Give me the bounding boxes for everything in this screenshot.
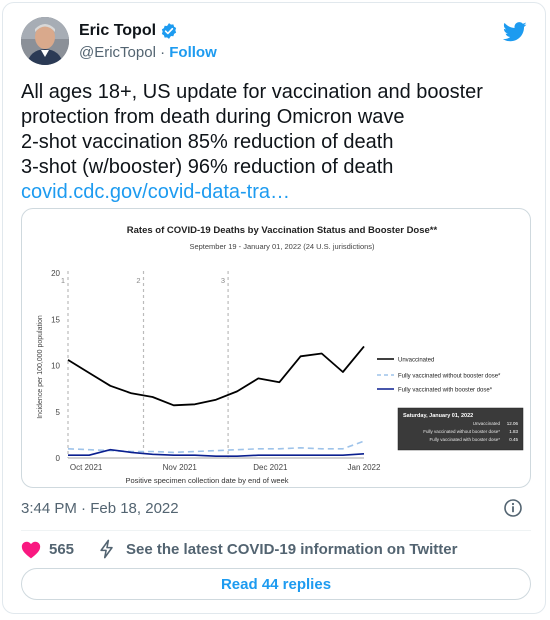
handle-row: @EricTopol · Follow: [79, 44, 217, 61]
deaths-chart: Rates of COVID-19 Deaths by Vaccination …: [37, 225, 524, 485]
chart-card[interactable]: Rates of COVID-19 Deaths by Vaccination …: [21, 208, 531, 488]
avatar-image: [21, 17, 69, 65]
tweet-link[interactable]: covid.cdc.gov/covid-data-tra…: [21, 181, 291, 203]
action-bar: 565 See the latest COVID-19 information …: [21, 538, 457, 560]
tweet-line: All ages 18+, US update for vaccination …: [21, 81, 483, 103]
chart-ylabel: Incidence per 100,000 population: [37, 315, 44, 419]
lightning-icon: [100, 539, 113, 559]
read-replies-button[interactable]: Read 44 replies: [21, 568, 531, 600]
heart-icon[interactable]: [21, 540, 41, 559]
x-tick-label: Nov 2021: [163, 463, 198, 472]
x-tick-label: Oct 2021: [70, 463, 103, 472]
tweet-line: 3-shot (w/booster) 96% reduction of deat…: [21, 156, 394, 178]
tooltip-title: Saturday, January 01, 2022: [403, 413, 473, 419]
tooltip-row-label: Fully vaccinated with booster dose*: [429, 437, 500, 442]
tooltip-row-label: Fully vaccinated without booster dose*: [423, 429, 500, 434]
info-icon[interactable]: [503, 498, 523, 518]
chart-lines: [67, 345, 365, 457]
separator: ·: [160, 44, 166, 61]
tooltip-row-value: 0.45: [509, 437, 518, 442]
chart-subtitle: September 19 - January 01, 2022 (24 U.S.…: [189, 242, 375, 251]
chart-xlabel: Positive specimen collection date by end…: [125, 476, 288, 485]
tweet-card: Eric Topol @EricTopol · Follow All ages …: [2, 2, 546, 614]
divider: [21, 530, 531, 531]
like-count[interactable]: 565: [49, 540, 75, 558]
tweet-line: protection from death during Omicron wav…: [21, 106, 405, 128]
y-tick-label: 0: [56, 454, 61, 463]
chart-axes: 0 5 10 15 20 Oct 2021 Nov 2021 Dec 2021 Jan 2022: [51, 269, 381, 472]
y-tick-label: 10: [51, 362, 60, 371]
y-tick-label: 5: [56, 408, 61, 417]
series-line-3: [68, 448, 365, 457]
phase-marker-label: 2: [136, 276, 140, 285]
series-line-1: [67, 345, 365, 407]
twitter-bird-icon[interactable]: [503, 21, 527, 43]
tweet-header: Eric Topol @EricTopol · Follow: [21, 17, 531, 67]
tweet-timestamp[interactable]: 3:44 PM · Feb 18, 2022: [21, 500, 179, 517]
phase-marker-label: 3: [221, 276, 225, 285]
legend-label: Fully vaccinated with booster dose*: [398, 388, 493, 394]
tweet-text: All ages 18+, US update for vaccination …: [21, 80, 531, 205]
tooltip-box: [397, 407, 524, 451]
author-handle[interactable]: @EricTopol: [79, 44, 156, 61]
chart-markers: 1 2 3: [61, 271, 229, 458]
legend-label: Unvaccinated: [398, 358, 434, 364]
avatar[interactable]: [21, 17, 69, 65]
y-tick-label: 15: [51, 315, 60, 324]
y-tick-label: 20: [51, 269, 60, 278]
x-tick-label: Dec 2021: [253, 463, 288, 472]
verified-badge-icon: [161, 23, 177, 39]
tooltip-row-value: 12.06: [507, 421, 519, 426]
covid-info-link[interactable]: See the latest COVID-19 information on T…: [126, 540, 458, 558]
author-name[interactable]: Eric Topol: [79, 22, 157, 39]
phase-marker-label: 1: [61, 276, 65, 285]
follow-button[interactable]: Follow: [169, 44, 217, 61]
legend-label: Fully vaccinated without booster dose*: [398, 374, 501, 380]
tweet-line: 2-shot vaccination 85% reduction of deat…: [21, 131, 394, 153]
chart-title: Rates of COVID-19 Deaths by Vaccination …: [127, 225, 438, 236]
x-tick-label: Jan 2022: [348, 463, 381, 472]
name-row: Eric Topol: [79, 22, 178, 40]
chart-legend: Unvaccinated Fully vaccinated without boo…: [377, 358, 501, 394]
tooltip-row-value: 1.83: [509, 429, 518, 434]
tooltip-row-label: Unvaccinated: [473, 421, 501, 426]
